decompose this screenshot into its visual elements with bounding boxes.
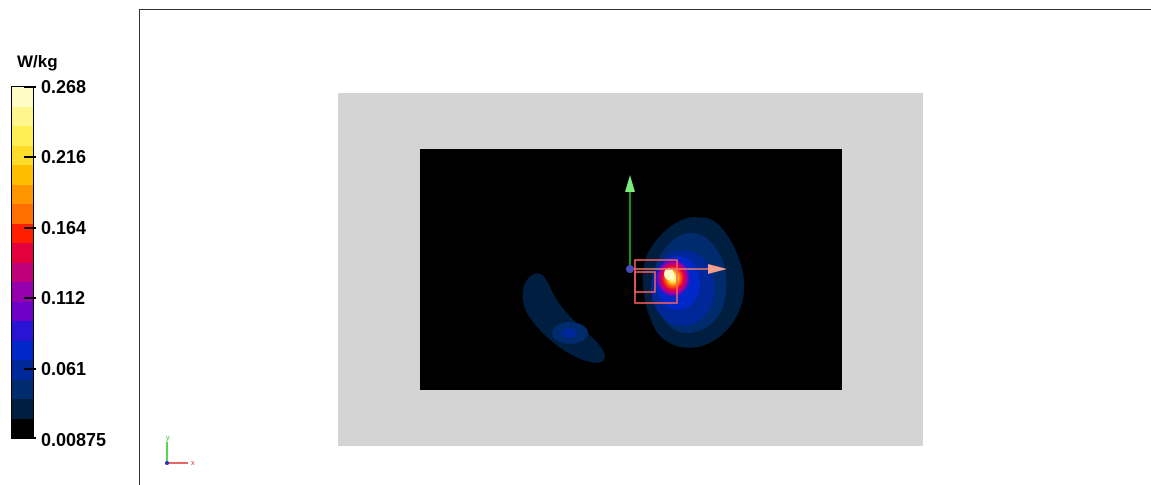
tick-label: 0.216: [41, 147, 87, 167]
colorbar-step: [12, 145, 33, 165]
triad-y-label: y: [166, 435, 170, 442]
y-axis-arrow-icon: [625, 175, 635, 192]
colorbar-step: [12, 360, 33, 380]
colorbar-step: [12, 321, 33, 341]
colorbar-step: [12, 87, 33, 107]
sar-contour-low: [522, 273, 605, 363]
tick-mark: [24, 437, 36, 439]
tick-mark: [24, 227, 36, 229]
tick-label: 0.061: [41, 359, 87, 379]
viewport-3d[interactable]: [338, 93, 923, 451]
tick-mark: [24, 368, 36, 370]
sar-peak: [664, 268, 674, 280]
tick-label-min: 0.00875: [41, 430, 107, 450]
colorbar-step: [12, 418, 33, 438]
zoom-scan-box-inner: [634, 271, 656, 293]
tick-label: 0.164: [41, 218, 87, 238]
viewport-frame: [139, 9, 1151, 485]
colorbar: [11, 86, 34, 439]
colorbar-step: [12, 184, 33, 204]
colorbar-step: [12, 243, 33, 263]
colorbar-step: [12, 126, 33, 146]
tick-label: 0.112: [41, 288, 86, 308]
sar-contour: [561, 328, 577, 338]
triad-x-label: x: [191, 460, 195, 467]
tick-mark: [24, 156, 36, 158]
colorbar-step: [12, 282, 33, 302]
orientation-triad: y x: [160, 430, 200, 470]
color-legend: W/kg 0.268 0.216 0.164 0.112 0.061 0.008…: [0, 0, 139, 485]
triad-origin: [165, 461, 169, 465]
sar-field-render: [338, 93, 923, 446]
colorbar-step: [12, 340, 33, 360]
colorbar-step: [12, 301, 33, 321]
x-axis-arrow-icon: [708, 264, 727, 274]
origin-marker: [626, 265, 634, 273]
colorbar-step: [12, 262, 33, 282]
colorbar-step: [12, 399, 33, 419]
tick-label-max: 0.268: [41, 77, 87, 97]
colorbar-step: [12, 204, 33, 224]
sar-hotspot: [655, 258, 691, 298]
tick-mark: [24, 297, 36, 299]
colorbar-step: [12, 379, 33, 399]
tick-mark: [24, 86, 36, 88]
unit-label: W/kg: [17, 52, 58, 71]
colorbar-step: [12, 106, 33, 126]
colorbar-step: [12, 165, 33, 185]
